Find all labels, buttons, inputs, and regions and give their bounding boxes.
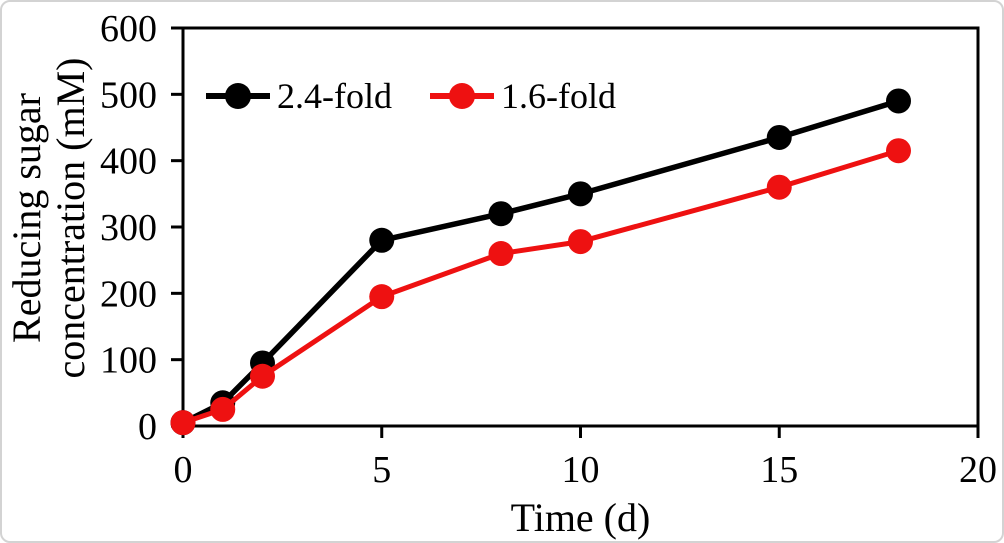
- data-point-1.6-fold: [250, 363, 275, 389]
- x-tick-label: 0: [174, 449, 193, 491]
- x-axis-title-text: Time (d): [511, 495, 651, 540]
- y-tick-label: 200: [100, 273, 157, 315]
- data-point-2.4-fold: [886, 88, 911, 114]
- legend-label-2-4-fold: 2.4-fold: [277, 76, 392, 116]
- x-tick-label: 20: [959, 449, 997, 491]
- series-line-2.4-fold: [180, 98, 902, 426]
- legend-dot-icon: [449, 83, 475, 109]
- legend-marker-2-4-fold: [206, 76, 270, 116]
- legend-label-1-6-fold: 1.6-fold: [501, 76, 616, 116]
- data-point-1.6-fold: [886, 138, 911, 164]
- legend-dot-icon: [225, 83, 251, 109]
- y-tick-label: 500: [100, 74, 157, 116]
- y-tick-label: 100: [100, 340, 157, 382]
- y-tick-label: 400: [100, 141, 157, 183]
- series-line-1.6-fold: [180, 148, 901, 426]
- data-point-2.4-fold: [568, 181, 593, 207]
- legend-entry-2-4-fold: 2.4-fold: [206, 76, 392, 116]
- data-point-2.4-fold: [488, 201, 514, 227]
- y-tick-label: 600: [100, 8, 157, 50]
- data-point-1.6-fold: [488, 241, 514, 267]
- data-point-2.4-fold: [766, 124, 792, 150]
- data-point-2.4-fold: [369, 227, 395, 253]
- y-tick-label: 300: [100, 207, 157, 249]
- x-tick-label: 15: [760, 449, 798, 491]
- y-axis-title-line1: Reducing sugar: [4, 93, 49, 343]
- legend-marker-1-6-fold: [430, 76, 494, 116]
- x-tick-label: 5: [372, 449, 391, 491]
- y-axis-title: Reducing sugar concentration (mM): [4, 0, 93, 448]
- x-tick-label: 10: [562, 449, 600, 491]
- data-point-1.6-fold: [210, 396, 236, 422]
- y-tick-label: 0: [138, 406, 157, 448]
- data-point-1.6-fold: [568, 229, 593, 255]
- y-axis-title-line2: concentration (mM): [48, 57, 93, 379]
- legend-entry-1-6-fold: 1.6-fold: [430, 76, 616, 116]
- data-point-1.6-fold: [170, 410, 196, 436]
- data-point-1.6-fold: [369, 284, 395, 310]
- data-point-1.6-fold: [766, 174, 792, 200]
